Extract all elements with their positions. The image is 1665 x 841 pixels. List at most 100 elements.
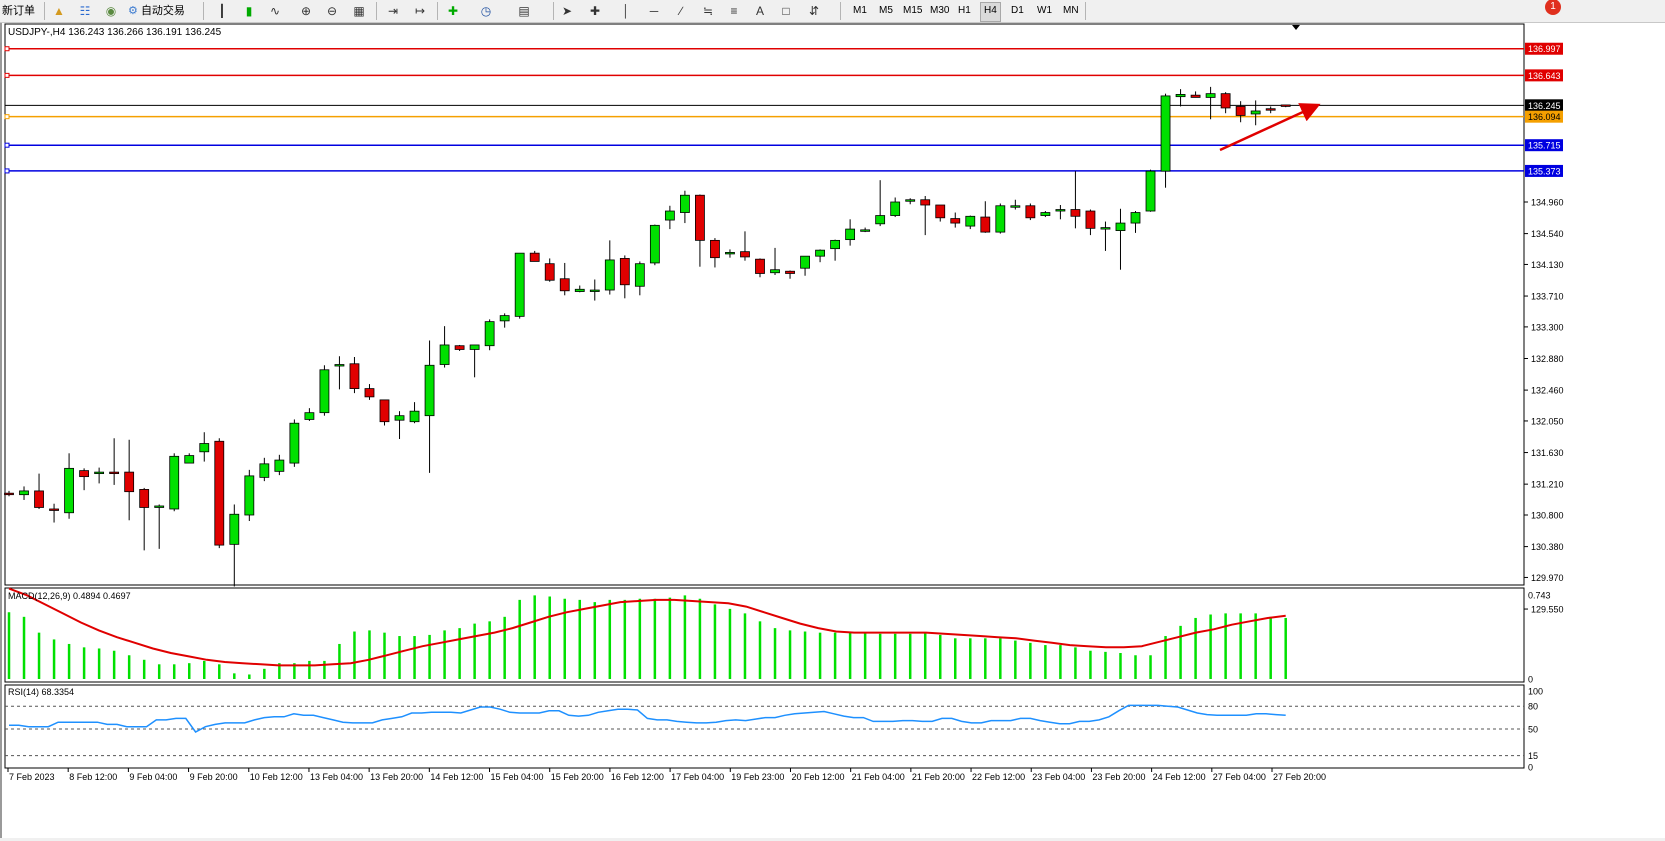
bear-candle: [349, 363, 360, 389]
auto-trading-button[interactable]: ⚙ 自动交易: [128, 2, 185, 20]
bull-candle: [484, 321, 495, 347]
bear-candle: [1085, 210, 1096, 229]
bear-candle: [559, 278, 570, 292]
price-level-handle[interactable]: [4, 142, 10, 148]
bull-candle: [995, 205, 1006, 233]
rsi-tick-label: 15: [1528, 751, 1538, 761]
price-level-tag[interactable]: [1525, 42, 1563, 55]
bear-candle: [785, 270, 795, 274]
bull-candle: [1250, 110, 1261, 115]
bear-candle: [950, 218, 961, 224]
timeframe-w1-button[interactable]: W1: [1037, 5, 1052, 16]
bull-candle: [589, 289, 600, 292]
price-level-tag[interactable]: [1525, 164, 1563, 177]
candlestick-icon[interactable]: ▮: [245, 4, 253, 18]
rsi-tick-label: 80: [1528, 702, 1538, 712]
bear-candle: [1280, 104, 1291, 107]
time-tick-label: 23 Feb 20:00: [1092, 772, 1145, 782]
vertical-line-icon[interactable]: │: [622, 4, 630, 18]
zoom-in-icon[interactable]: ⊕: [300, 4, 312, 18]
text-tool-icon[interactable]: A: [755, 4, 764, 18]
trendline-icon[interactable]: ∕: [679, 4, 682, 18]
timeframe-h4-button[interactable]: H4: [980, 2, 1001, 22]
chart-window[interactable]: 134.960 134.540 134.130 133.710 133.300 132.8…: [0, 23, 1665, 838]
toolbar-separator: [437, 2, 438, 20]
main-toolbar: 新订单 ▲ ☷ ◉ ⚙ 自动交易 ┃ ▮ ∿ ⊕ ⊖ ▦ ⇥ ↦ ✚ ◷ ▤ ➤…: [0, 0, 1665, 23]
bull-candle: [574, 288, 585, 292]
price-level-tag[interactable]: [1525, 69, 1563, 82]
bull-candle: [860, 229, 871, 232]
crosshair-icon[interactable]: ✚: [589, 4, 601, 18]
time-tick-label: 15 Feb 20:00: [551, 772, 604, 782]
bear-candle: [4, 492, 14, 496]
time-tick-label: 15 Feb 04:00: [491, 772, 544, 782]
macd-tick-label: 0.743: [1528, 591, 1551, 601]
equidistant-channel-icon[interactable]: ≒: [702, 4, 714, 18]
rsi-tick-label: 100: [1528, 687, 1543, 697]
price-tick-label: 131.630: [1531, 448, 1564, 458]
price-level-handle[interactable]: [4, 168, 10, 174]
price-level-handle[interactable]: [4, 46, 10, 52]
market-watch-icon[interactable]: ☷: [79, 4, 91, 18]
bull-candle: [1160, 95, 1171, 172]
zoom-out-icon[interactable]: ⊖: [326, 4, 338, 18]
bear-candle: [695, 194, 705, 241]
new-order-button[interactable]: 新订单: [2, 2, 35, 20]
bear-candle: [1025, 205, 1036, 219]
bull-candle: [1100, 227, 1111, 230]
toolbar-separator: [203, 2, 204, 20]
price-tick-label: 133.300: [1531, 322, 1564, 332]
arrows-icon[interactable]: ⇵: [808, 4, 820, 18]
timeframe-h1-button[interactable]: H1: [958, 5, 971, 16]
price-level-tag-label: 135.715: [1528, 141, 1561, 151]
signals-icon[interactable]: ◉: [105, 4, 117, 18]
time-tick-label: 13 Feb 04:00: [310, 772, 363, 782]
timeframe-d1-button[interactable]: D1: [1011, 5, 1024, 16]
bear-candle: [544, 263, 555, 281]
price-level-tag[interactable]: [1525, 139, 1563, 152]
tile-windows-icon[interactable]: ▦: [353, 4, 365, 18]
price-level-tag-label: 136.094: [1528, 112, 1561, 122]
bull-candle: [319, 369, 330, 414]
timeframe-m1-button[interactable]: M1: [853, 5, 867, 16]
timeframe-mn-button[interactable]: MN: [1063, 5, 1079, 16]
line-chart-icon[interactable]: ∿: [269, 4, 281, 18]
timeframe-m30-button[interactable]: M30: [930, 5, 950, 16]
bear-candle: [34, 490, 44, 508]
bar-chart-icon[interactable]: ┃: [218, 4, 226, 18]
fibonacci-icon[interactable]: ≡: [730, 4, 738, 18]
rsi-label: RSI(14) 68.3354: [8, 687, 74, 697]
history-icon[interactable]: ▲: [53, 4, 65, 18]
auto-scroll-icon[interactable]: ⇥: [387, 4, 399, 18]
price-level-handle[interactable]: [4, 114, 10, 120]
horizontal-line-icon[interactable]: ─: [649, 4, 659, 18]
bull-candle: [94, 471, 105, 475]
price-tick-label: 134.960: [1531, 198, 1564, 208]
bull-candle: [154, 505, 165, 508]
cursor-icon[interactable]: ➤: [561, 4, 573, 18]
templates-icon[interactable]: ▤: [518, 4, 530, 18]
text-label-icon[interactable]: □: [782, 4, 790, 18]
bull-candle: [1175, 94, 1186, 98]
timeframe-m5-button[interactable]: M5: [879, 5, 893, 16]
indicators-icon[interactable]: ✚: [447, 4, 459, 18]
price-level-tag[interactable]: [1525, 110, 1563, 123]
bull-candle: [875, 215, 886, 225]
chart-shift-icon[interactable]: ↦: [414, 4, 426, 18]
chart-canvas[interactable]: 134.960 134.540 134.130 133.710 133.300 132.8…: [2, 23, 1665, 838]
macd-pane: [4, 587, 1525, 683]
periods-icon[interactable]: ◷: [480, 4, 492, 18]
price-level-tag-label: 136.245: [1528, 101, 1561, 111]
trend-arrow[interactable]: [1219, 103, 1321, 152]
bull-candle: [394, 415, 405, 421]
price-level-handle[interactable]: [4, 72, 10, 78]
chart-shift-marker[interactable]: [1292, 25, 1300, 30]
price-level-tag[interactable]: [1525, 99, 1563, 112]
timeframe-m15-button[interactable]: M15: [903, 5, 923, 16]
time-tick-label: 16 Feb 12:00: [611, 772, 664, 782]
bull-candle: [169, 455, 180, 510]
notification-badge[interactable]: 1: [1545, 0, 1561, 15]
rsi-tick-label: 50: [1528, 725, 1538, 735]
price-tick-label: 130.380: [1531, 542, 1564, 552]
bull-candle: [604, 259, 615, 291]
